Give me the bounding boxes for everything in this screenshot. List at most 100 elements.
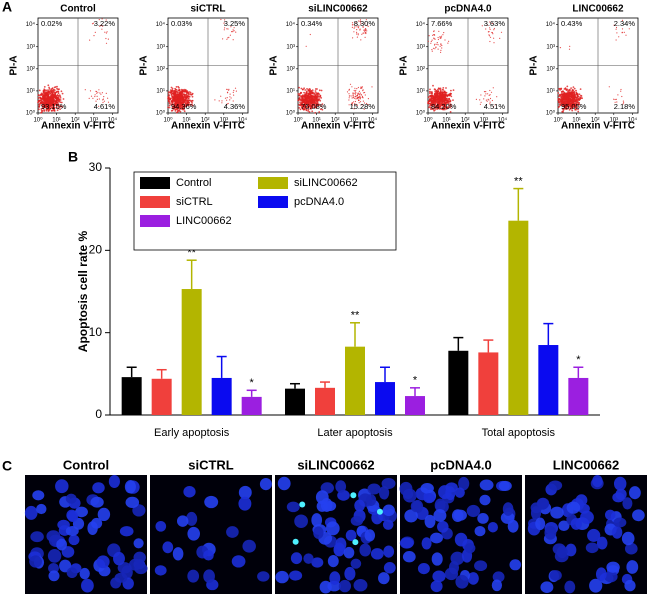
event-dot [490,29,491,30]
event-dot [38,97,40,99]
event-dot [452,99,454,101]
event-dot [573,86,575,88]
event-dot [575,92,577,94]
y-tick-label: 10² [286,66,295,72]
event-dot [433,48,434,49]
nucleus [626,560,638,574]
event-dot [359,91,360,92]
quadrant-label: 95.05% [561,102,587,111]
event-dot [438,39,439,40]
x-axis-label: Annexin V-FITC [561,121,635,132]
event-dot [576,99,578,101]
event-dot [574,91,576,93]
quadrant-label: 0.34% [301,19,323,28]
event-dot [440,46,441,47]
event-dot [58,99,60,101]
event-dot [428,41,429,42]
event-dot [442,87,444,89]
event-dot [564,88,566,90]
event-dot [314,112,316,114]
nucleus [455,575,468,589]
y-tick-label: 10⁴ [286,21,296,28]
nucleus [126,497,140,508]
event-dot [225,98,226,99]
y-tick-label: 10¹ [26,88,35,94]
event-dot [55,86,57,88]
event-dot [51,91,53,93]
event-dot [485,28,486,29]
event-dot [301,99,303,101]
quadrant-label: 4.36% [224,102,246,111]
event-dot [499,38,500,39]
legend-label: LINC00662 [176,215,232,227]
nucleus [492,579,502,591]
event-dot [570,87,572,89]
nucleus [400,538,414,549]
event-dot [348,99,349,100]
event-dot [177,86,179,88]
nucleus [550,570,562,581]
event-dot [51,88,53,90]
event-dot [616,39,617,40]
event-dot [360,87,361,88]
event-dot [56,88,58,90]
y-tick-label: 30 [89,160,103,174]
nucleus [125,480,136,494]
nucleus [287,502,300,513]
event-dot [625,35,626,36]
event-dot [99,98,100,99]
nucleus [378,572,390,584]
nucleus [46,530,60,542]
event-dot [569,49,570,50]
event-dot [168,97,170,99]
legend-label: siLINC00662 [294,177,358,189]
nucleus [371,548,384,559]
event-dot [575,97,577,99]
event-dot [435,94,437,96]
nucleus [155,565,167,575]
nucleus [291,552,302,564]
event-dot [488,99,489,100]
event-dot [358,93,359,94]
event-dot [361,34,362,35]
nucleus [48,549,61,563]
event-dot [179,95,181,97]
event-dot [434,30,435,31]
event-dot [609,86,610,87]
event-dot [299,94,301,96]
event-dot [570,96,572,98]
event-dot [488,31,489,32]
y-tick-label: 10⁴ [416,21,426,28]
event-dot [89,40,90,41]
event-dot [100,94,101,95]
event-dot [184,94,186,96]
event-dot [621,96,622,97]
nucleus [134,538,144,548]
event-dot [493,42,494,43]
event-dot [63,98,65,100]
event-dot [569,46,570,47]
event-dot [441,36,442,37]
event-dot [181,97,183,99]
event-dot [58,91,60,93]
event-dot [233,90,234,91]
event-dot [61,90,63,92]
event-dot [448,98,450,100]
nucleus [411,501,422,513]
image-title: siLINC00662 [297,457,374,472]
nucleus [383,520,394,530]
event-dot [169,91,171,93]
quadrant-label: 93.15% [41,102,67,111]
quadrant-label: 4.61% [94,102,116,111]
event-dot [440,44,441,45]
event-dot [429,96,431,98]
nucleus [475,526,486,536]
event-dot [302,94,304,96]
event-dot [560,88,562,90]
nucleus [66,526,79,536]
event-dot [432,51,433,52]
event-dot [353,31,354,32]
event-dot [489,90,490,91]
event-dot [436,44,437,45]
event-dot [187,92,189,94]
